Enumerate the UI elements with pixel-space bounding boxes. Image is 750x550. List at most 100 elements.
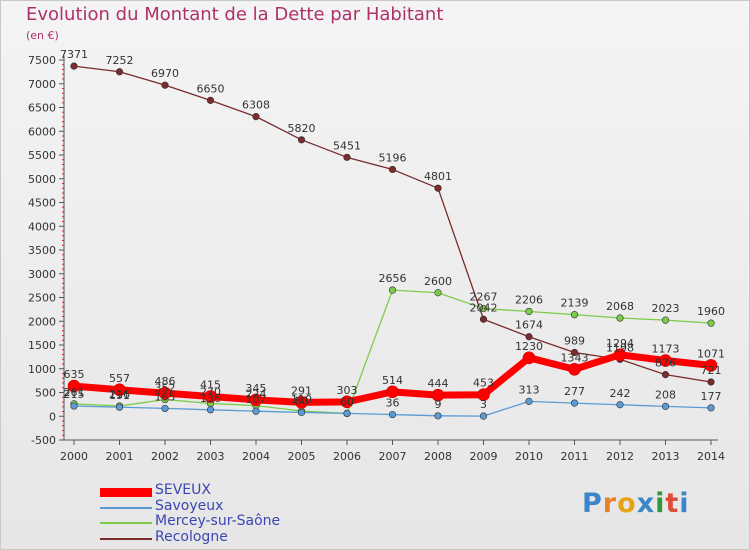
data-point (525, 307, 533, 316)
logo-letter: t (665, 488, 680, 519)
data-label: 2139 (561, 297, 589, 310)
data-label: 2023 (652, 302, 680, 315)
data-point (707, 404, 715, 412)
data-label: 136 (200, 392, 221, 405)
y-tick-label: 4000 (28, 220, 56, 233)
data-label: 1343 (561, 351, 589, 364)
data-point (204, 390, 217, 403)
data-label: 2206 (515, 293, 543, 306)
logo-letter: o (617, 488, 637, 519)
y-tick-label: 1500 (28, 339, 56, 352)
data-label: 224 (246, 388, 267, 401)
data-label: 635 (64, 368, 85, 381)
data-label: 208 (655, 388, 676, 401)
x-tick-label: 2011 (561, 450, 589, 463)
data-label: 165 (155, 390, 176, 403)
data-label: 270 (200, 385, 221, 398)
data-label: 110 (291, 393, 312, 406)
logo-letter: r (602, 488, 618, 519)
data-label: 9 (435, 398, 442, 411)
data-point (388, 165, 397, 174)
data-point (477, 388, 490, 402)
y-tick-label: 5500 (28, 149, 56, 162)
x-tick-label: 2000 (60, 450, 88, 463)
data-label: 215 (64, 388, 85, 401)
data-point (340, 395, 354, 409)
data-label: 216 (109, 388, 130, 401)
data-point (479, 412, 488, 420)
y-tick-label: 500 (35, 387, 56, 400)
chart-title: Evolution du Montant de la Dette par Hab… (26, 4, 444, 25)
data-label: 7252 (106, 54, 134, 67)
data-point (115, 68, 124, 76)
y-tick-label: 0 (49, 410, 56, 423)
logo-letter: i (655, 488, 666, 519)
x-tick-label: 2003 (197, 450, 225, 463)
data-label: 721 (701, 364, 722, 377)
y-tick-label: 2500 (28, 292, 56, 305)
data-point (616, 401, 624, 409)
data-label: 989 (564, 334, 585, 347)
data-point (568, 362, 581, 376)
data-point (661, 371, 670, 379)
logo-letter: P (582, 488, 603, 519)
data-label: 2600 (424, 275, 452, 288)
data-label: 5451 (333, 139, 361, 152)
x-tick-label: 2010 (515, 450, 543, 463)
data-label: 60 (340, 395, 354, 408)
data-point (704, 359, 718, 372)
y-tick-label: 7000 (28, 78, 56, 91)
data-point (431, 388, 445, 402)
data-label: 4801 (424, 170, 452, 183)
data-label: 261 (64, 386, 85, 399)
data-label: 6970 (151, 67, 179, 80)
data-point (434, 412, 442, 420)
data-label: 291 (291, 384, 312, 397)
data-point (570, 348, 579, 357)
x-tick-label: 2008 (424, 450, 452, 463)
chart-unit-label: (en €) (26, 29, 59, 42)
data-point (479, 304, 488, 313)
data-label: 2042 (470, 301, 498, 314)
legend-swatch (100, 507, 152, 509)
x-tick-label: 2005 (288, 450, 316, 463)
data-point (388, 286, 397, 294)
data-point (434, 289, 442, 297)
data-label: 514 (382, 374, 403, 387)
y-tick-label: -500 (31, 434, 56, 447)
data-label: 557 (109, 372, 130, 385)
data-label: 453 (473, 377, 494, 390)
data-point (252, 407, 260, 415)
data-label: 1960 (697, 305, 725, 318)
data-label: 876 (655, 357, 676, 370)
series-line (73, 65, 712, 383)
data-point (206, 406, 215, 414)
data-point (659, 354, 672, 367)
x-tick-label: 2002 (151, 450, 179, 463)
y-tick-label: 5000 (28, 173, 56, 186)
data-label: 1230 (515, 340, 543, 353)
data-point (295, 396, 308, 409)
data-point (249, 393, 263, 407)
y-tick-label: 3000 (28, 268, 56, 281)
data-label: 345 (246, 382, 267, 395)
data-label: 2068 (606, 300, 634, 313)
legend-swatch (100, 538, 152, 540)
data-label: 80 (295, 394, 309, 407)
data-point (707, 319, 715, 327)
data-label: 3 (480, 398, 487, 411)
data-label: 1173 (652, 343, 680, 356)
data-label: 1071 (697, 347, 725, 360)
data-point (70, 62, 78, 70)
proxiti-logo: Proxiti (582, 488, 690, 519)
data-label: 1198 (606, 341, 634, 354)
data-point (386, 385, 399, 399)
data-label: 444 (428, 377, 449, 390)
data-point (115, 403, 124, 411)
data-point (343, 409, 351, 418)
logo-letter: i (679, 488, 690, 519)
data-point (707, 378, 715, 386)
data-label: 2656 (379, 272, 407, 285)
